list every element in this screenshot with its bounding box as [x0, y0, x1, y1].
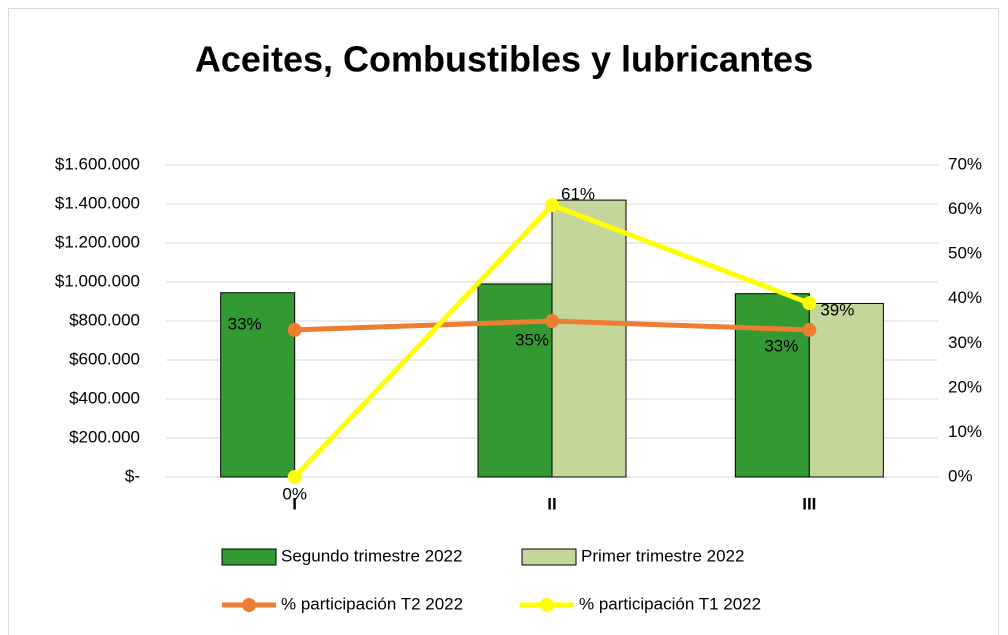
y2-tick-label: 40%	[948, 288, 982, 307]
data-label: 39%	[820, 301, 854, 320]
y2-tick-label: 10%	[948, 422, 982, 441]
data-label: 61%	[561, 185, 595, 204]
legend-marker	[242, 598, 256, 612]
y2-tick-label: 30%	[948, 333, 982, 352]
y-tick-label: $-	[125, 466, 140, 485]
legend-marker	[540, 598, 554, 612]
x-tick-label: I	[292, 494, 297, 513]
bar	[734, 293, 810, 478]
legend-label: Primer trimestre 2022	[581, 546, 744, 565]
y-tick-label: $800.000	[69, 310, 140, 329]
y-tick-label: $400.000	[69, 388, 140, 407]
y2-tick-label: 50%	[948, 244, 982, 263]
y-tick-label: $1.000.000	[55, 271, 140, 290]
y-tick-label: $1.400.000	[55, 193, 140, 212]
y2-tick-label: 0%	[948, 466, 973, 485]
legend-label: % participación T1 2022	[579, 594, 761, 613]
y-tick-label: $1.200.000	[55, 232, 140, 251]
bar	[808, 302, 884, 478]
x-tick-label: III	[802, 494, 816, 513]
line-marker	[287, 470, 302, 484]
line-marker	[545, 314, 559, 328]
legend-label: Segundo trimestre 2022	[281, 546, 462, 565]
legend-label: % participación T2 2022	[281, 594, 463, 613]
legend-swatch	[521, 548, 577, 566]
y2-tick-label: 70%	[948, 154, 982, 173]
line-marker	[287, 322, 302, 337]
data-label: 0%	[282, 484, 307, 503]
y-tick-label: $600.000	[69, 349, 140, 368]
x-tick-label: II	[547, 494, 556, 513]
data-label: 33%	[228, 314, 262, 333]
legend-swatch	[221, 548, 277, 566]
bar	[551, 199, 627, 478]
y2-tick-label: 60%	[948, 199, 982, 218]
y-tick-label: $1.600.000	[55, 154, 140, 173]
y-tick-label: $200.000	[69, 427, 140, 446]
y2-tick-label: 20%	[948, 377, 982, 396]
bar	[220, 292, 296, 478]
line-marker	[802, 322, 817, 337]
line-marker	[545, 198, 559, 213]
data-label: 33%	[764, 336, 798, 355]
data-label: 35%	[515, 330, 549, 349]
chart-title: Aceites, Combustibles y lubricantes	[195, 39, 813, 80]
line-marker	[802, 296, 817, 311]
bar	[477, 283, 553, 478]
